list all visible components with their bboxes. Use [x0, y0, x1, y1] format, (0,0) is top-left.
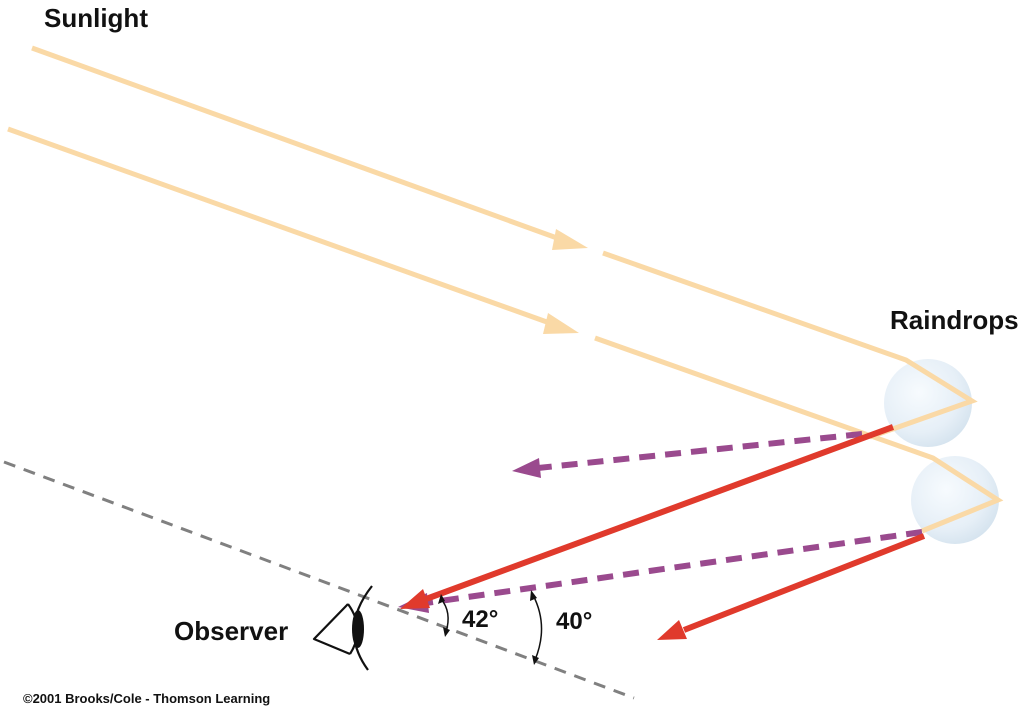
angle-label-42: 42° — [462, 606, 498, 633]
angle-arc-42 — [438, 594, 450, 637]
eye-icon — [312, 585, 373, 671]
sunlight-label: Sunlight — [44, 3, 148, 33]
horizon-dashed-line — [3, 460, 635, 700]
sunlight-arrow-lower — [543, 313, 579, 334]
raindrops-label: Raindrops — [890, 305, 1019, 335]
red-ray-upper — [400, 424, 895, 609]
observer-label: Observer — [174, 616, 288, 646]
violet-ray-lower — [398, 529, 923, 613]
sunlight-arrow-upper — [552, 229, 588, 250]
raindrop-lower — [911, 456, 999, 544]
sunlight-ray-lower — [7, 126, 1004, 534]
angle-arc-40 — [530, 590, 543, 665]
red-ray-lower — [657, 533, 926, 640]
violet-ray-upper — [512, 431, 863, 478]
sunlight-ray-upper — [31, 45, 978, 440]
copyright-credit: ©2001 Brooks/Cole - Thomson Learning — [23, 691, 270, 706]
angle-label-40: 40° — [556, 608, 592, 635]
